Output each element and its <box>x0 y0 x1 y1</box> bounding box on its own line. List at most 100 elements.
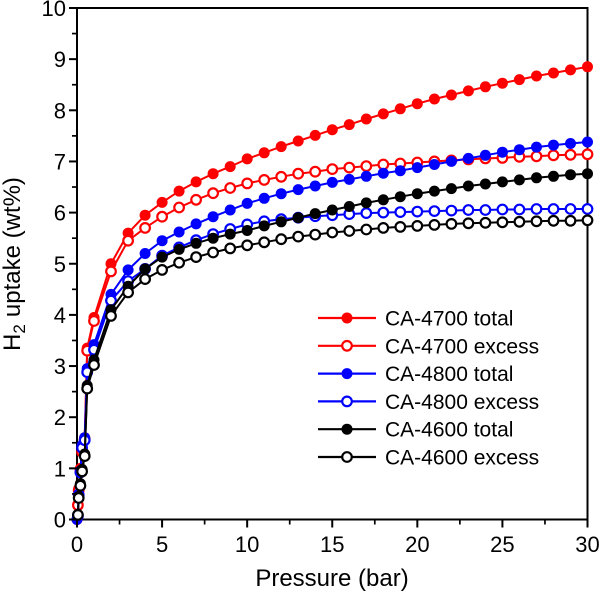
series-ca-4700-total-marker <box>428 93 440 105</box>
series-ca-4700-excess-marker <box>360 160 373 173</box>
series-ca-4700-total-marker <box>190 176 202 188</box>
series-ca-4600-excess-marker <box>479 216 492 229</box>
y-tick-label: 5 <box>54 252 66 277</box>
series-ca-4700-excess-marker <box>207 187 220 200</box>
y-tick-label: 2 <box>54 405 66 430</box>
series-ca-4600-excess-marker <box>122 286 135 299</box>
series-ca-4700-excess-marker <box>309 165 322 178</box>
series-ca-4700-total-marker <box>445 89 457 101</box>
series-ca-4800-total-marker <box>428 159 440 170</box>
series-ca-4800-excess-marker <box>513 203 526 216</box>
series-ca-4700-excess-marker <box>258 173 271 186</box>
series-ca-4700-excess-marker <box>156 210 169 223</box>
y-axis-title-subscript: 2 <box>10 324 29 333</box>
series-ca-4700-total-marker <box>360 113 372 125</box>
series-ca-4600-total-marker <box>513 174 525 186</box>
legend-item-ca-4800-total: CA-4800 total <box>318 363 513 386</box>
series-ca-4600-total-marker <box>377 194 389 206</box>
series-ca-4600-total-marker <box>582 168 593 180</box>
series-ca-4600-total-marker <box>531 172 542 184</box>
series-ca-4600-excess-marker <box>343 225 356 237</box>
series-ca-4600-excess-marker <box>326 226 339 239</box>
series-ca-4700-total-marker <box>275 141 287 153</box>
legend-marker-open <box>341 451 353 463</box>
series-ca-4600-excess-marker <box>360 223 373 236</box>
series-ca-4800-total-marker <box>326 176 338 188</box>
series-ca-4600-excess-marker <box>411 219 424 232</box>
y-axis-title-rest: uptake (wt%) <box>0 177 26 317</box>
x-tick-label: 10 <box>235 532 259 557</box>
legend-label: CA-4800 total <box>385 363 513 386</box>
series-ca-4600-excess-marker <box>88 359 100 371</box>
series-ca-4600-excess-marker <box>241 239 254 252</box>
series-ca-4600-excess-marker <box>190 251 203 264</box>
series-ca-4600-excess-marker <box>74 479 87 492</box>
series-ca-4600-excess-marker <box>496 216 509 229</box>
series-ca-4700-total-marker <box>394 103 406 115</box>
series-ca-4600-total-marker <box>275 216 287 228</box>
series-ca-4700-total-marker <box>531 70 542 82</box>
series-ca-4700-excess-marker <box>190 193 203 206</box>
series-ca-4600-total-marker <box>565 169 576 181</box>
series-ca-4600-excess-marker <box>445 217 458 230</box>
series-ca-4600-excess-marker <box>513 215 526 228</box>
series-ca-4800-total-marker <box>292 184 304 196</box>
y-tick-label: 4 <box>54 303 66 328</box>
series-ca-4800-total-marker <box>275 188 287 200</box>
x-tick-label: 25 <box>490 532 514 557</box>
series-ca-4700-total-marker <box>326 124 338 136</box>
y-tick-label: 1 <box>54 456 66 481</box>
series-ca-4600-excess-marker <box>275 233 288 246</box>
series-layer <box>71 61 594 525</box>
series-ca-4800-total-marker <box>496 146 508 158</box>
series-ca-4700-excess-marker <box>122 234 135 247</box>
legend-marker-open <box>341 339 353 352</box>
series-ca-4600-total-marker <box>292 212 304 224</box>
series-ca-4800-excess-marker <box>581 203 594 215</box>
series-ca-4800-total-marker <box>190 218 202 230</box>
series-ca-4700-total-marker <box>258 147 270 159</box>
legend-label: CA-4800 excess <box>385 391 539 414</box>
series-ca-4800-excess-marker <box>564 203 577 215</box>
series-ca-4800-total-marker <box>462 152 474 164</box>
series-ca-4600-excess-marker <box>530 215 543 228</box>
series-ca-4800-total-marker <box>173 226 185 238</box>
series-ca-4600-excess-marker <box>71 509 84 521</box>
series-ca-4600-excess-marker <box>156 264 169 276</box>
series-ca-4700-total-marker <box>292 135 304 147</box>
series-ca-4800-total-marker <box>343 173 355 185</box>
series-ca-4600-total-marker <box>428 185 440 197</box>
series-ca-4600-excess-marker <box>224 242 237 255</box>
series-ca-4800-total-marker <box>531 141 542 153</box>
legend-label: CA-4600 total <box>385 419 513 442</box>
series-ca-4800-excess-marker <box>445 204 458 217</box>
series-ca-4600-excess-marker <box>173 256 186 269</box>
series-ca-4600-total-marker <box>309 208 321 220</box>
legend-marker-filled <box>341 312 353 324</box>
x-tick-label: 30 <box>575 532 599 557</box>
series-ca-4600-excess-marker <box>377 221 390 234</box>
series-ca-4600-total-marker <box>224 228 236 240</box>
y-tick-label: 9 <box>54 47 66 72</box>
series-ca-4600-excess-marker <box>292 230 305 243</box>
series-ca-4700-excess-marker <box>326 163 339 176</box>
y-tick-label: 8 <box>54 98 66 123</box>
series-ca-4800-total-marker <box>360 170 372 182</box>
series-ca-4600-excess-marker <box>394 220 407 233</box>
series-ca-4800-excess-marker <box>428 205 441 218</box>
series-ca-4800-excess-marker <box>462 204 475 216</box>
series-ca-4600-total-marker <box>139 263 151 275</box>
legend-label: CA-4700 excess <box>385 335 539 358</box>
series-ca-4700-excess-marker <box>241 177 254 190</box>
series-ca-4800-excess-marker <box>479 204 492 216</box>
series-ca-4700-total-marker <box>479 81 491 93</box>
series-ca-4800-total-marker <box>309 180 321 192</box>
legend-label: CA-4600 excess <box>385 447 539 470</box>
series-ca-4700-excess-marker <box>139 221 152 234</box>
plot-frame <box>76 7 589 521</box>
series-ca-4600-excess-marker <box>139 273 152 286</box>
series-ca-4700-excess-marker <box>564 148 577 161</box>
series-ca-4700-total-marker <box>309 129 321 141</box>
plot-frame-border <box>76 7 589 521</box>
series-ca-4800-total-marker <box>241 197 253 209</box>
